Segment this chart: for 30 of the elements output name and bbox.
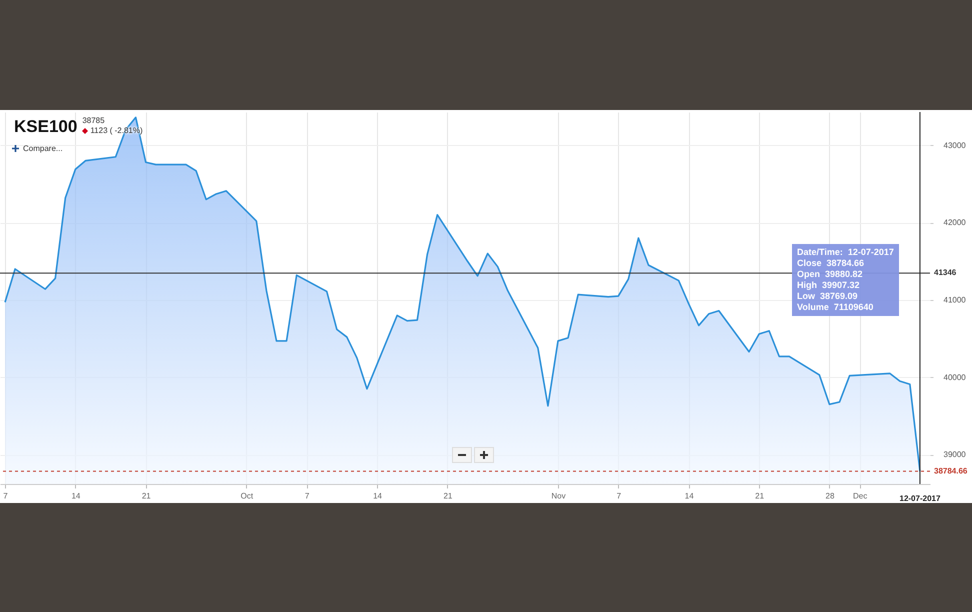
x-tick-label: Nov [551,492,566,500]
x-tick-label: 14 [684,492,694,500]
ref-line-label: 38784.66 [934,466,968,476]
annotation: High 39907.32 [797,280,861,291]
y-tick-label: 42000 [944,218,966,228]
x-tick-label: 7 [3,492,8,500]
y-tick-label: 43000 [944,140,966,150]
annotation: Volume 71109640 [797,302,874,313]
y-tick-label: 39000 [944,450,966,460]
x-tick-label: 28 [826,492,835,500]
x-tick-label: Dec [853,492,868,500]
x-tick-label: 14 [373,492,383,500]
ref-line-label: 41346 [934,268,957,278]
x-tick-label: 21 [755,492,765,500]
annotation: Close 38784.66 [797,258,866,269]
annotation: Open 39880.82 [797,269,864,280]
x-tick-label: 21 [443,492,453,500]
x-tick-label: 21 [142,492,152,500]
chart-title: KSE100 [14,116,78,138]
x-tick-label: 14 [71,492,81,500]
y-tick-label: 41000 [944,295,966,304]
x-tick-label: 7 [304,492,310,500]
x-tick-label: Oct [240,492,254,500]
annotation: Compare... [23,144,63,153]
ref-line-label: 12-07-2017 [899,494,941,503]
y-tick-label: 40000 [944,372,966,382]
x-tick-label: 7 [616,492,622,500]
annotation: Low 38769.09 [797,291,859,302]
annotation: Date/Time: 12-07-2017 [797,247,894,258]
text: 38785 [82,116,106,126]
